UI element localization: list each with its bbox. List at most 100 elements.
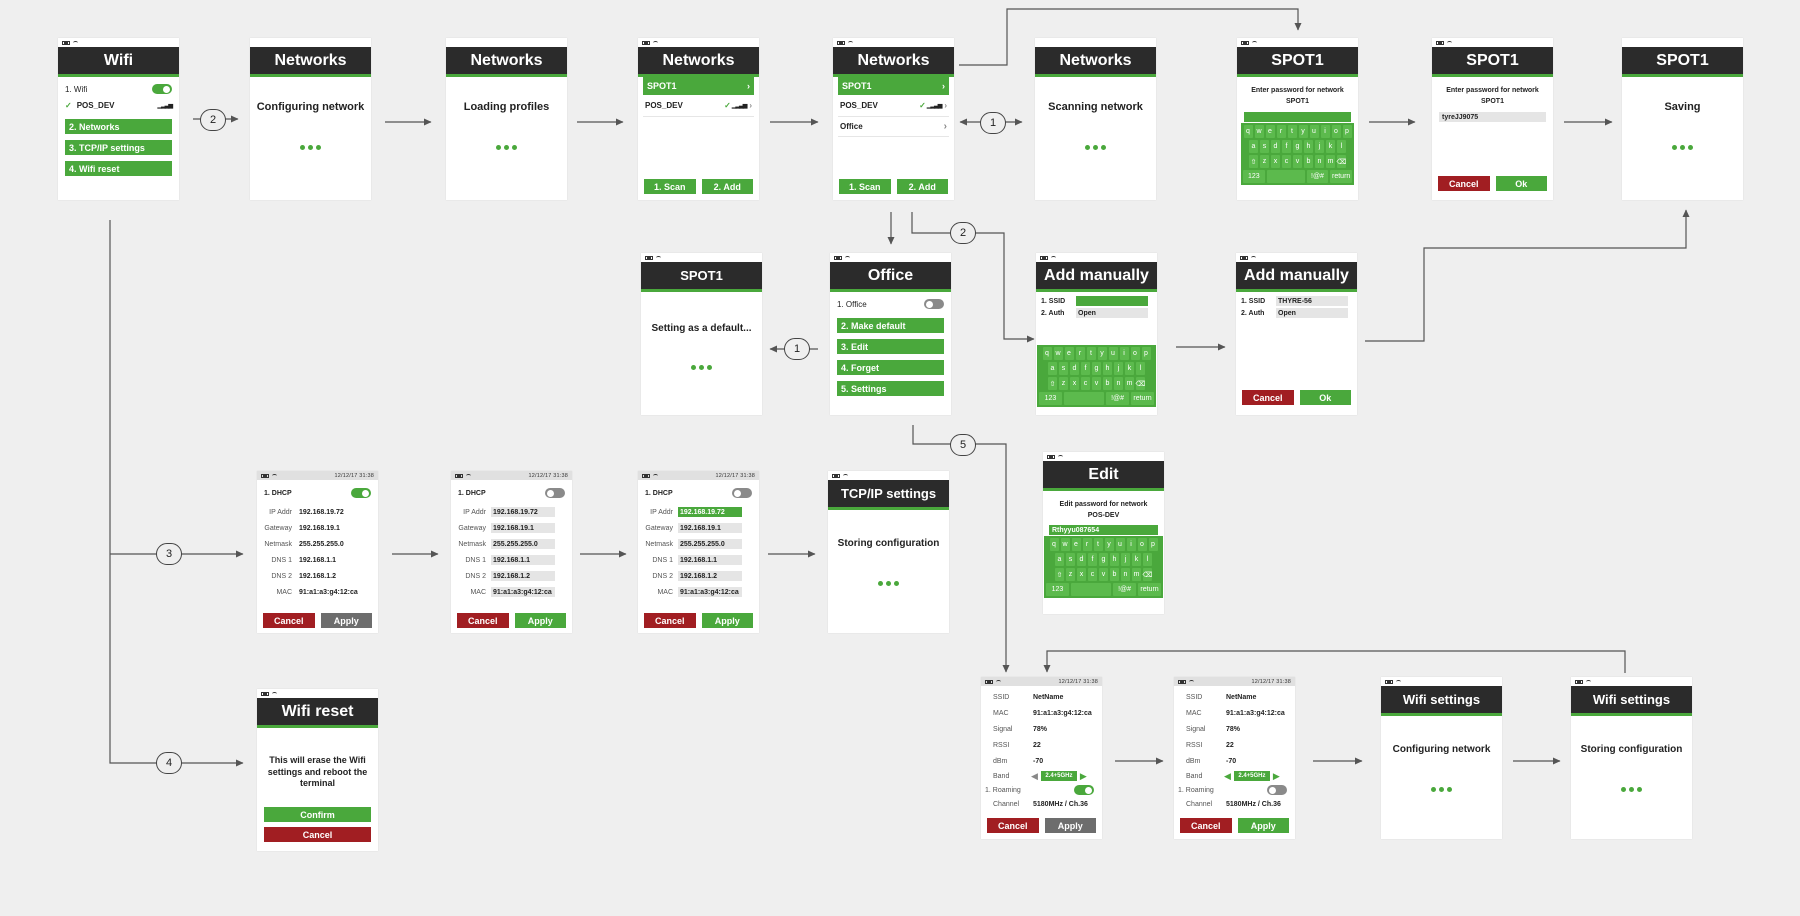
auth-select[interactable]: Open <box>1276 308 1348 318</box>
field-row[interactable]: MAC 91:a1:a3:g4:12:ca <box>638 584 759 600</box>
backspace-key[interactable]: ⌫ <box>1136 377 1145 390</box>
field-row[interactable]: MAC 91:a1:a3:g4:12:ca <box>451 584 572 600</box>
field-row[interactable]: Gateway 192.168.19.1 <box>451 520 572 536</box>
keyboard-key[interactable]: v <box>1099 568 1108 582</box>
confirm-button[interactable]: Confirm <box>264 807 371 823</box>
keyboard-key[interactable]: q <box>1243 125 1253 139</box>
password-input[interactable]: Rthyyu087654 <box>1049 525 1158 536</box>
dhcp-toggle-row[interactable]: 1. DHCP <box>451 485 572 501</box>
keyboard-key[interactable]: m <box>1326 155 1335 169</box>
keyboard-key[interactable]: r <box>1276 125 1286 139</box>
keyboard-key[interactable]: v <box>1293 155 1302 169</box>
menu-wifi-reset[interactable]: 4. Wifi reset <box>65 161 172 176</box>
keyboard[interactable]: q w e r t y u i o p a s d f g h j k l ⇧ z x c v b n m ⌫ 123 !@# return <box>1241 123 1354 186</box>
cancel-button[interactable]: Cancel <box>457 613 509 628</box>
backspace-key[interactable]: ⌫ <box>1143 568 1152 582</box>
keyboard-key[interactable]: d <box>1070 362 1079 375</box>
field-row[interactable]: IP Addr 192.168.19.72 <box>451 504 572 520</box>
keyboard-key[interactable]: u <box>1309 125 1319 139</box>
keyboard-key[interactable]: i <box>1320 125 1330 139</box>
auth-row[interactable]: 2. Auth Open <box>1036 307 1157 319</box>
field-row[interactable]: IP Addr 192.168.19.72 <box>638 504 759 520</box>
numbers-key[interactable]: 123 <box>1039 392 1062 405</box>
band-row[interactable]: Band ◀ 2.4+5GHz ▶ <box>1174 769 1295 783</box>
field-row[interactable]: DNS 1 192.168.1.1 <box>638 552 759 568</box>
keyboard-key[interactable]: d <box>1271 140 1280 154</box>
backspace-key[interactable]: ⌫ <box>1337 155 1346 169</box>
network-row[interactable]: ✓ POS_DEV ▁▂▃▅ <box>58 97 179 113</box>
keyboard-key[interactable]: h <box>1110 553 1119 567</box>
scan-button[interactable]: 1. Scan <box>839 179 891 194</box>
field-row[interactable]: DNS 2 192.168.1.2 <box>638 568 759 584</box>
keyboard-key[interactable]: z <box>1260 155 1269 169</box>
keyboard-key[interactable]: x <box>1070 377 1079 390</box>
roaming-row[interactable]: 1. Roaming <box>981 783 1102 797</box>
keyboard-key[interactable]: f <box>1088 553 1097 567</box>
toggle-switch[interactable] <box>732 488 752 498</box>
keyboard-key[interactable]: s <box>1066 553 1075 567</box>
field-value[interactable]: 91:a1:a3:g4:12:ca <box>678 587 742 597</box>
toggle-switch[interactable] <box>1267 785 1287 795</box>
cancel-button[interactable]: Cancel <box>264 827 371 843</box>
keyboard-key[interactable]: c <box>1088 568 1097 582</box>
keyboard-key[interactable]: p <box>1141 347 1151 360</box>
keyboard-key[interactable]: g <box>1092 362 1101 375</box>
keyboard-key[interactable]: r <box>1075 347 1085 360</box>
field-value[interactable]: 255.255.255.0 <box>491 539 555 549</box>
keyboard-key[interactable]: a <box>1048 362 1057 375</box>
space-key[interactable] <box>1063 392 1105 405</box>
keyboard-key[interactable]: u <box>1115 538 1125 552</box>
dhcp-toggle-row[interactable]: 1. DHCP <box>638 485 759 501</box>
keyboard-key[interactable]: l <box>1143 553 1152 567</box>
band-selector[interactable]: ◀ 2.4+5GHz ▶ <box>1224 771 1280 782</box>
keyboard-key[interactable]: h <box>1304 140 1313 154</box>
keyboard-key[interactable]: b <box>1110 568 1119 582</box>
numbers-key[interactable]: 123 <box>1243 170 1265 184</box>
dhcp-toggle-row[interactable]: 1. DHCP <box>257 485 378 501</box>
field-value[interactable]: 192.168.19.1 <box>678 523 742 533</box>
symbols-key[interactable]: !@# <box>1306 170 1329 184</box>
keyboard-key[interactable]: l <box>1337 140 1346 154</box>
cancel-button[interactable]: Cancel <box>1438 176 1490 191</box>
field-value[interactable]: 255.255.255.0 <box>678 539 742 549</box>
keyboard-key[interactable]: o <box>1331 125 1341 139</box>
shift-key[interactable]: ⇧ <box>1048 377 1057 390</box>
shift-key[interactable]: ⇧ <box>1055 568 1064 582</box>
wifi-toggle-row[interactable]: 1. Wifi <box>58 81 179 97</box>
symbols-key[interactable]: !@# <box>1113 583 1137 597</box>
space-key[interactable] <box>1070 583 1112 597</box>
keyboard-key[interactable]: m <box>1132 568 1141 582</box>
keyboard-key[interactable]: a <box>1055 553 1064 567</box>
keyboard-key[interactable]: s <box>1260 140 1269 154</box>
apply-button[interactable]: Apply <box>320 613 372 628</box>
keyboard-key[interactable]: n <box>1121 568 1130 582</box>
keyboard-key[interactable]: y <box>1104 538 1114 552</box>
arrow-left-icon[interactable]: ◀ <box>1031 770 1038 781</box>
band-row[interactable]: Band ◀ 2.4+5GHz ▶ <box>981 769 1102 783</box>
ssid-row[interactable]: 1. SSID THYRE-56 <box>1236 295 1357 307</box>
field-value[interactable]: 91:a1:a3:g4:12:ca <box>491 587 555 597</box>
field-value[interactable]: 192.168.19.72 <box>678 507 742 517</box>
shift-key[interactable]: ⇧ <box>1249 155 1258 169</box>
keyboard-key[interactable]: p <box>1148 538 1158 552</box>
keyboard-key[interactable]: t <box>1093 538 1103 552</box>
keyboard-key[interactable]: k <box>1326 140 1335 154</box>
add-button[interactable]: 2. Add <box>896 179 948 194</box>
keyboard-key[interactable]: k <box>1125 362 1134 375</box>
field-value[interactable]: 192.168.1.1 <box>678 555 742 565</box>
toggle-switch[interactable] <box>152 84 172 94</box>
apply-button[interactable]: Apply <box>701 613 753 628</box>
menu-make-default[interactable]: 2. Make default <box>837 318 944 333</box>
keyboard-key[interactable]: j <box>1315 140 1324 154</box>
return-key[interactable]: return <box>1131 392 1155 405</box>
keyboard-key[interactable]: l <box>1136 362 1145 375</box>
password-input[interactable] <box>1244 112 1351 123</box>
toggle-switch[interactable] <box>545 488 565 498</box>
keyboard-key[interactable]: r <box>1082 538 1092 552</box>
field-value[interactable]: 192.168.1.2 <box>491 571 555 581</box>
keyboard-key[interactable]: h <box>1103 362 1112 375</box>
auth-row[interactable]: 2. Auth Open <box>1236 307 1357 319</box>
keyboard-key[interactable]: x <box>1077 568 1086 582</box>
field-row[interactable]: Netmask 255.255.255.0 <box>638 536 759 552</box>
ok-button[interactable]: Ok <box>1495 176 1547 191</box>
